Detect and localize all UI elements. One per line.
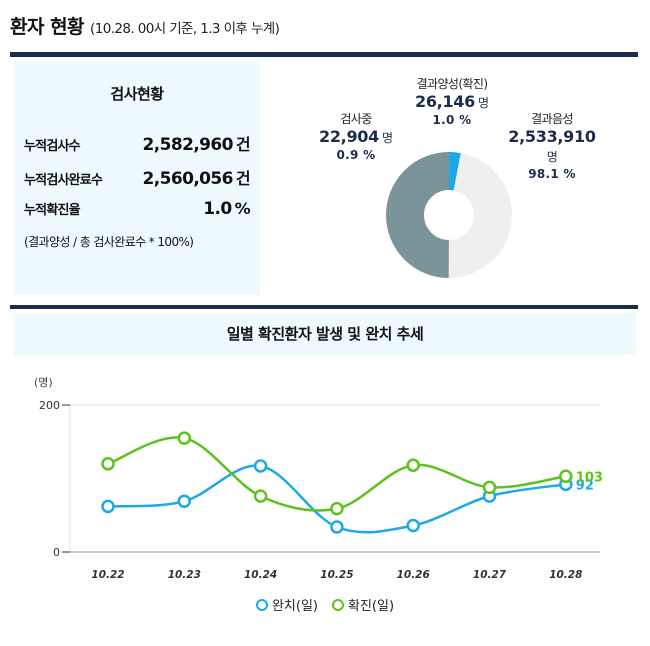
donut-chart	[386, 152, 512, 278]
stat-row-total-tests: 누적검사수 2,582,960 건	[24, 131, 251, 157]
end-data-label: 103	[576, 470, 603, 485]
page-title: 환자 현황	[10, 16, 85, 38]
data-point[interactable]	[253, 489, 268, 503]
chart-legend: 완치(일) 확진(일)	[0, 595, 650, 614]
donut-segment	[386, 152, 512, 278]
test-stats-title: 검사현황	[110, 85, 164, 103]
stat-label: 누적검사수	[24, 139, 81, 154]
data-point[interactable]	[482, 480, 497, 495]
data-point[interactable]	[330, 520, 344, 534]
stat-value: 2,560,056 건	[142, 169, 251, 189]
page-header: 환자 현황 (10.28. 00시 기준, 1.3 이후 누계)	[10, 12, 280, 42]
donut-label-positive: 결과양성(확진) 26,146 명 1.0 %	[415, 77, 489, 127]
legend-label: 완치(일)	[271, 599, 318, 614]
data-point[interactable]	[101, 457, 115, 471]
data-point[interactable]	[101, 499, 115, 514]
end-data-label: 92	[576, 478, 594, 493]
stats-note: (결과양성 / 총 검사완료수 * 100%)	[24, 235, 194, 249]
y-axis-label: (명)	[34, 376, 53, 389]
chart-title: 일별 확진환자 발생 및 완치 추세	[14, 313, 636, 355]
page-subtitle: (10.28. 00시 기준, 1.3 이후 누계)	[90, 21, 280, 37]
legend-item-confirmed[interactable]: 확진(일)	[332, 595, 394, 614]
stat-row-completed-tests: 누적검사완료수 2,560,056 건	[24, 165, 251, 191]
series-line	[107, 436, 566, 512]
line-chart: (명) 0 200 10.22 10.23 10.24 10.25 10.26 10.27 10.…	[34, 376, 603, 581]
stat-value: 1.0%	[203, 199, 250, 219]
data-point[interactable]	[406, 458, 420, 473]
donut-label-negative: 결과음성 2,533,910 명 98.1 %	[508, 112, 596, 181]
stat-value: 2,582,960 건	[142, 135, 251, 155]
data-point[interactable]	[177, 494, 192, 509]
stat-label: 누적검사완료수	[24, 173, 103, 188]
data-point[interactable]	[177, 431, 192, 445]
donut-area: 결과양성(확진) 26,146 명 1.0 % 검사중 22,904 명 0.9 %…	[262, 61, 638, 295]
data-point[interactable]	[330, 501, 344, 516]
legend-marker-icon	[255, 598, 268, 611]
donut-label-pending: 검사중 22,904 명 0.9 %	[319, 112, 393, 162]
y-tick-label: 200	[39, 399, 60, 412]
x-tick-label: 10.23	[168, 569, 201, 581]
legend-item-recovered[interactable]: 완치(일)	[255, 595, 318, 614]
data-point[interactable]	[253, 459, 268, 473]
x-tick-label: 10.25	[320, 569, 353, 581]
y-tick-label: 0	[53, 546, 60, 559]
data-point[interactable]	[406, 518, 420, 533]
top-divider	[10, 52, 638, 57]
x-tick-label: 10.28	[549, 569, 582, 581]
test-stats-box: 검사현황 누적검사수 2,582,960 건 누적검사완료수 2,560,056 건…	[14, 61, 260, 295]
x-tick-label: 10.22	[91, 569, 124, 581]
x-tick-label: 10.26	[397, 569, 430, 581]
data-point[interactable]	[559, 469, 573, 484]
mid-divider	[10, 305, 638, 309]
stat-row-positive-rate: 누적확진율 1.0%	[24, 199, 251, 225]
x-tick-label: 10.24	[244, 569, 277, 581]
x-tick-label: 10.27	[473, 569, 507, 581]
legend-marker-icon	[332, 598, 344, 611]
stat-label: 누적확진율	[24, 203, 81, 218]
legend-label: 확진(일)	[348, 599, 395, 614]
donut-segment	[386, 152, 512, 278]
